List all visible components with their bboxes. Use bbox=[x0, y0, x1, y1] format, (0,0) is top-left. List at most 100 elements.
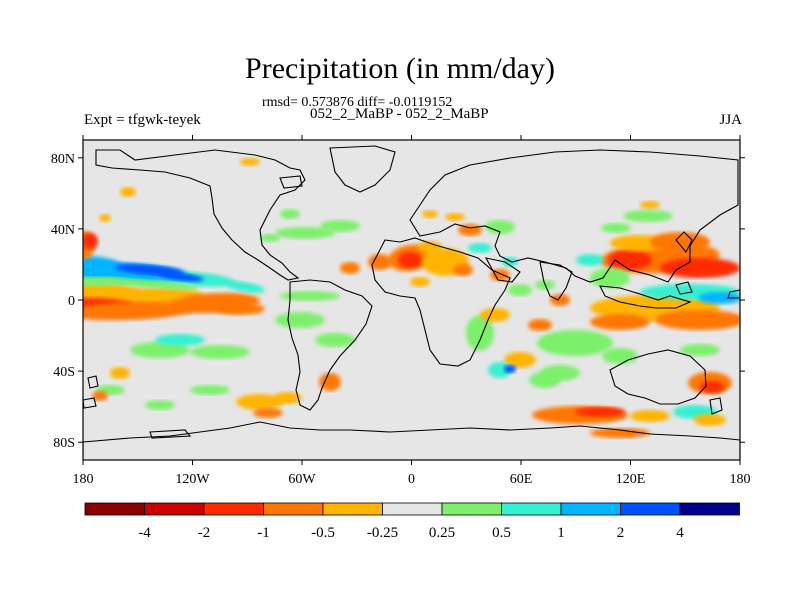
anomaly-region bbox=[490, 269, 510, 281]
anomaly-region bbox=[590, 268, 630, 288]
anomaly-region bbox=[540, 365, 580, 381]
anomaly-region bbox=[504, 365, 516, 373]
anomaly-region bbox=[602, 348, 638, 364]
anomaly-region bbox=[100, 278, 200, 290]
coastline bbox=[149, 429, 192, 439]
colorbar-swatch bbox=[501, 502, 562, 516]
anomaly-region bbox=[445, 213, 465, 221]
colorbar-swatch bbox=[322, 502, 383, 516]
anomaly-region bbox=[190, 385, 230, 395]
anomaly-region bbox=[190, 345, 250, 359]
colorbar-label: 2 bbox=[617, 525, 625, 541]
colorbar-swatch bbox=[560, 502, 621, 516]
anomaly-region bbox=[660, 258, 740, 278]
colorbar-swatch bbox=[84, 502, 145, 516]
anomaly-region bbox=[83, 301, 195, 321]
coastline bbox=[599, 285, 692, 309]
lat-tick-label: 80S bbox=[53, 436, 75, 451]
lat-tick-label: 40S bbox=[53, 365, 75, 380]
anomaly-region bbox=[156, 272, 204, 282]
anomaly-region bbox=[155, 334, 205, 346]
coastline bbox=[609, 349, 707, 405]
anomaly-region bbox=[320, 220, 360, 232]
anomaly-region bbox=[275, 227, 335, 239]
coastlines bbox=[83, 145, 740, 460]
colorbar-swatch bbox=[441, 502, 502, 516]
anomaly-region bbox=[576, 254, 604, 266]
experiment-label: Expt = tfgwk-teyek bbox=[84, 112, 201, 128]
coastline bbox=[279, 175, 303, 189]
anomaly-region bbox=[225, 280, 265, 294]
anomaly-region bbox=[280, 291, 340, 301]
lon-tick-label: 0 bbox=[408, 472, 415, 487]
lon-tick-label: 180 bbox=[730, 472, 751, 487]
anomaly-region bbox=[253, 408, 283, 418]
anomaly-region bbox=[398, 252, 422, 268]
anomaly-region bbox=[623, 210, 673, 222]
anomaly-region bbox=[215, 303, 265, 315]
anomaly-region bbox=[508, 284, 532, 296]
anomaly-region bbox=[550, 294, 570, 306]
lon-tick-label: 180 bbox=[73, 472, 94, 487]
colorbar-label: 1 bbox=[557, 525, 565, 541]
colorbar-swatch bbox=[263, 502, 324, 516]
anomaly-region bbox=[590, 428, 650, 438]
colorbar-label: -2 bbox=[198, 525, 211, 541]
anomaly-region bbox=[315, 333, 355, 347]
anomaly-region bbox=[418, 241, 442, 253]
coastline bbox=[83, 397, 97, 409]
colorbar-label: -4 bbox=[138, 525, 151, 541]
anomaly-region bbox=[485, 220, 515, 234]
colorbar-swatch bbox=[679, 502, 740, 516]
coastline bbox=[287, 279, 373, 411]
anomaly-region bbox=[120, 187, 136, 197]
coastline bbox=[409, 149, 739, 283]
colorbar-label: 4 bbox=[676, 525, 684, 541]
lat-tick-label: 0 bbox=[68, 294, 75, 309]
coastline bbox=[709, 397, 723, 415]
anomaly-region bbox=[700, 381, 724, 393]
anomaly-region bbox=[650, 232, 710, 252]
anomaly-region bbox=[575, 407, 625, 417]
anomaly-region bbox=[236, 394, 284, 410]
anomaly-region bbox=[680, 344, 720, 356]
comparison-subtitle: 052_2_MaBP - 052_2_MaBP bbox=[310, 106, 489, 122]
anomaly-region bbox=[528, 319, 552, 331]
anomaly-region bbox=[130, 342, 190, 358]
lon-tick-label: 60W bbox=[288, 472, 316, 487]
colorbar-label: 0.5 bbox=[492, 525, 511, 541]
anomaly-region bbox=[453, 264, 473, 276]
anomaly-region bbox=[630, 410, 670, 422]
anomaly-region bbox=[83, 233, 98, 249]
anomaly-region bbox=[110, 367, 130, 379]
coastline bbox=[675, 231, 693, 253]
lon-tick-label: 60E bbox=[510, 472, 533, 487]
season-label: JJA bbox=[719, 112, 742, 128]
anomaly-region bbox=[466, 315, 494, 351]
colorbar-swatch bbox=[144, 502, 205, 516]
colorbar-swatch bbox=[203, 502, 264, 516]
colorbar: -4 -2 -1 -0.5 -0.25 0.25 0.5 1 2 4 bbox=[84, 502, 740, 541]
colorbar-label: 0.25 bbox=[429, 525, 455, 541]
anomaly-region bbox=[340, 262, 360, 274]
colorbar-label: -1 bbox=[257, 525, 270, 541]
coastline bbox=[675, 281, 693, 295]
anomaly-region bbox=[145, 400, 175, 410]
colorbar-label: -0.25 bbox=[367, 525, 398, 541]
anomaly-region bbox=[608, 250, 652, 270]
anomaly-region bbox=[275, 312, 325, 328]
anomaly-region bbox=[410, 277, 430, 287]
lon-tick-label: 120W bbox=[175, 472, 210, 487]
map-title: Precipitation (in mm/day) bbox=[245, 52, 555, 85]
anomaly-region bbox=[480, 308, 510, 322]
coastline bbox=[484, 257, 521, 283]
coastline bbox=[727, 289, 740, 299]
coastline bbox=[371, 237, 511, 367]
lon-tick-label: 120E bbox=[616, 472, 646, 487]
anomaly-region bbox=[601, 223, 631, 233]
colorbar-label: -0.5 bbox=[311, 525, 335, 541]
colorbar-swatch bbox=[620, 502, 681, 516]
coastline bbox=[95, 149, 306, 281]
coastline bbox=[329, 145, 396, 193]
